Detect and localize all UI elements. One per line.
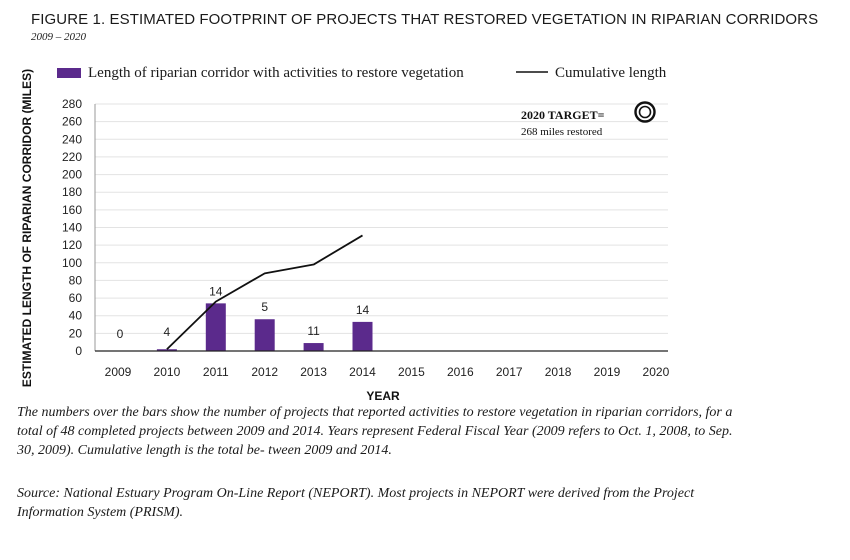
y-tick-label: 200 bbox=[62, 168, 82, 182]
bar-data-label: 0 bbox=[117, 327, 124, 341]
x-tick-label: 2016 bbox=[447, 365, 474, 379]
y-tick-label: 280 bbox=[62, 97, 82, 111]
x-tick-label: 2014 bbox=[349, 365, 376, 379]
bar-data-label: 5 bbox=[261, 300, 268, 314]
gridlines bbox=[95, 103, 668, 334]
y-tick-label: 260 bbox=[62, 115, 82, 129]
bar bbox=[156, 349, 177, 351]
legend-bar-swatch bbox=[57, 68, 81, 78]
y-tick-label: 100 bbox=[62, 256, 82, 270]
bar bbox=[254, 319, 275, 351]
x-axis-title: YEAR bbox=[366, 389, 400, 400]
y-tick-label: 160 bbox=[62, 203, 82, 217]
y-axis-title: ESTIMATED LENGTH OF RIPARIAN CORRIDOR (M… bbox=[20, 69, 34, 387]
y-tick-label: 240 bbox=[62, 132, 82, 146]
bar-data-label: 4 bbox=[164, 325, 171, 339]
x-tick-label: 2018 bbox=[545, 365, 572, 379]
y-tick-label: 0 bbox=[75, 344, 82, 358]
x-tick-label: 2009 bbox=[105, 365, 132, 379]
bar-data-label: 14 bbox=[209, 284, 223, 298]
bar-data-label: 14 bbox=[356, 303, 370, 317]
y-tick-label: 120 bbox=[62, 238, 82, 252]
target-marker-inner bbox=[638, 105, 652, 119]
cumulative-line-series bbox=[166, 234, 363, 350]
legend-bar-label: Length of riparian corridor with activit… bbox=[88, 65, 464, 81]
y-tick-label: 60 bbox=[69, 291, 83, 305]
x-tick-label: 2012 bbox=[251, 365, 278, 379]
bar bbox=[205, 303, 226, 351]
figure-source: Source: National Estuary Program On-Line… bbox=[17, 486, 695, 520]
target-note: 268 miles restored bbox=[521, 126, 603, 138]
x-tick-label: 2013 bbox=[300, 365, 327, 379]
bar-series bbox=[156, 303, 373, 351]
y-tick-label: 80 bbox=[69, 273, 83, 287]
x-tick-labels: 2009 2010 2011 2012 2013 2014 2015 2016 2017 2018… bbox=[105, 365, 670, 379]
y-tick-label: 40 bbox=[69, 309, 83, 323]
x-tick-label: 2011 bbox=[203, 365, 229, 379]
figure-title: FIGURE 1. ESTIMATED FOOTPRINT OF PROJECT… bbox=[31, 11, 819, 28]
bar-data-labels: 0 4 14 5 11 14 bbox=[117, 284, 370, 341]
bar bbox=[352, 321, 373, 351]
x-tick-label: 2020 bbox=[643, 365, 670, 379]
y-tick-label: 20 bbox=[69, 326, 83, 340]
figure-caption: The numbers over the bars show the numbe… bbox=[17, 405, 733, 458]
target-label: 2020 TARGET= bbox=[521, 108, 605, 122]
figure-subtitle: 2009 – 2020 bbox=[31, 31, 86, 43]
y-tick-label: 140 bbox=[62, 221, 82, 235]
y-tick-labels: 0 20 40 60 80 100 120 140 160 180 200 220 240 260 280 bbox=[62, 97, 82, 358]
cumulative-line bbox=[166, 234, 363, 350]
x-tick-label: 2019 bbox=[594, 365, 621, 379]
legend: Length of riparian corridor with activit… bbox=[57, 65, 667, 81]
bar bbox=[303, 343, 324, 351]
riparian-chart: 020406080100120140160180200220240260280 … bbox=[20, 65, 670, 400]
x-tick-label: 2015 bbox=[398, 365, 425, 379]
x-tick-label: 2010 bbox=[154, 365, 181, 379]
y-tick-label: 180 bbox=[62, 185, 82, 199]
y-tick-label: 220 bbox=[62, 150, 82, 164]
legend-line-label: Cumulative length bbox=[555, 65, 667, 81]
x-tick-label: 2017 bbox=[496, 365, 523, 379]
bar-data-label: 11 bbox=[307, 324, 320, 338]
target-annotation: 2020 TARGET= 268 miles restored bbox=[521, 101, 656, 138]
target-marker-outer bbox=[634, 101, 656, 123]
